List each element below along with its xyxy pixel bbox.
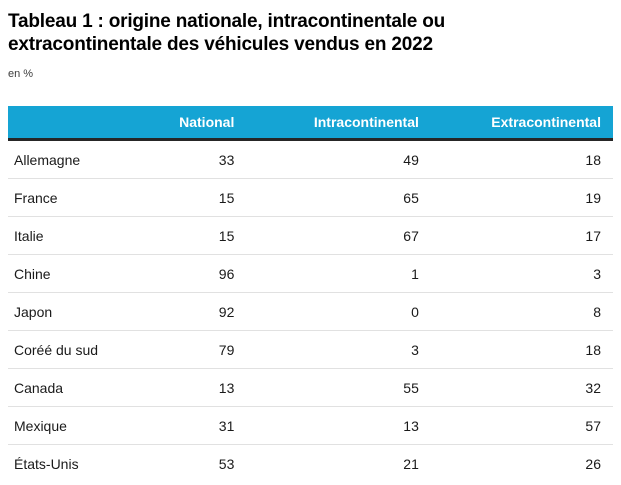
column-header-empty (8, 106, 129, 141)
cell-extracontinental: 32 (430, 368, 613, 407)
cell-intracontinental: 49 (246, 139, 431, 179)
table-row: Italie 15 67 17 (8, 216, 613, 255)
table-header: National Intracontinental Extracontinent… (8, 106, 613, 141)
table-row: Coréé du sud 79 3 18 (8, 330, 613, 369)
table-row: France 15 65 19 (8, 178, 613, 217)
row-label: Chine (8, 254, 129, 293)
table-row: Canada 13 55 32 (8, 368, 613, 407)
row-label: Canada (8, 368, 129, 407)
table-row: Chine 96 1 3 (8, 254, 613, 293)
cell-national: 15 (129, 216, 247, 255)
table-row: Mexique 31 13 57 (8, 406, 613, 445)
data-table: National Intracontinental Extracontinent… (8, 106, 613, 483)
cell-extracontinental: 8 (430, 292, 613, 331)
cell-national: 92 (129, 292, 247, 331)
unit-label: en % (8, 68, 34, 80)
cell-national: 33 (129, 139, 247, 179)
cell-intracontinental: 3 (246, 330, 431, 369)
cell-intracontinental: 13 (246, 406, 431, 445)
cell-national: 96 (129, 254, 247, 293)
cell-national: 79 (129, 330, 247, 369)
column-header-intracontinental: Intracontinental (246, 106, 431, 141)
row-label: Allemagne (8, 139, 129, 179)
cell-extracontinental: 18 (430, 330, 613, 369)
table-row: États-Unis 53 21 26 (8, 445, 613, 483)
cell-intracontinental: 0 (246, 292, 431, 331)
cell-national: 31 (129, 406, 247, 445)
cell-extracontinental: 17 (430, 216, 613, 255)
row-label: Mexique (8, 406, 129, 445)
header-row: National Intracontinental Extracontinent… (8, 106, 613, 141)
column-header-extracontinental: Extracontinental (430, 106, 613, 141)
column-header-national: National (129, 106, 247, 141)
table-title: Tableau 1 : origine nationale, intracont… (8, 11, 446, 55)
cell-extracontinental: 3 (430, 254, 613, 293)
row-label: Coréé du sud (8, 330, 129, 369)
cell-intracontinental: 55 (246, 368, 431, 407)
cell-intracontinental: 1 (246, 254, 431, 293)
cell-national: 13 (129, 368, 247, 407)
row-label: États-Unis (14, 455, 79, 472)
cell-extracontinental: 18 (430, 139, 613, 179)
cell-intracontinental: 65 (246, 178, 431, 217)
table-row: Japon 92 0 8 (8, 292, 613, 331)
table-body: Allemagne 33 49 18 France 15 65 19 Itali… (8, 139, 613, 483)
cell-intracontinental: 67 (246, 216, 431, 255)
row-label: Italie (8, 216, 129, 255)
cell-national: 53 (218, 455, 235, 472)
cell-extracontinental: 19 (430, 178, 613, 217)
cell-national: 15 (129, 178, 247, 217)
row-label: Japon (8, 292, 129, 331)
row-label: France (8, 178, 129, 217)
table-row: Allemagne 33 49 18 (8, 139, 613, 179)
cell-extracontinental: 57 (430, 406, 613, 445)
cell-intracontinental: 21 (403, 455, 419, 472)
cell-extracontinental: 26 (585, 455, 601, 472)
